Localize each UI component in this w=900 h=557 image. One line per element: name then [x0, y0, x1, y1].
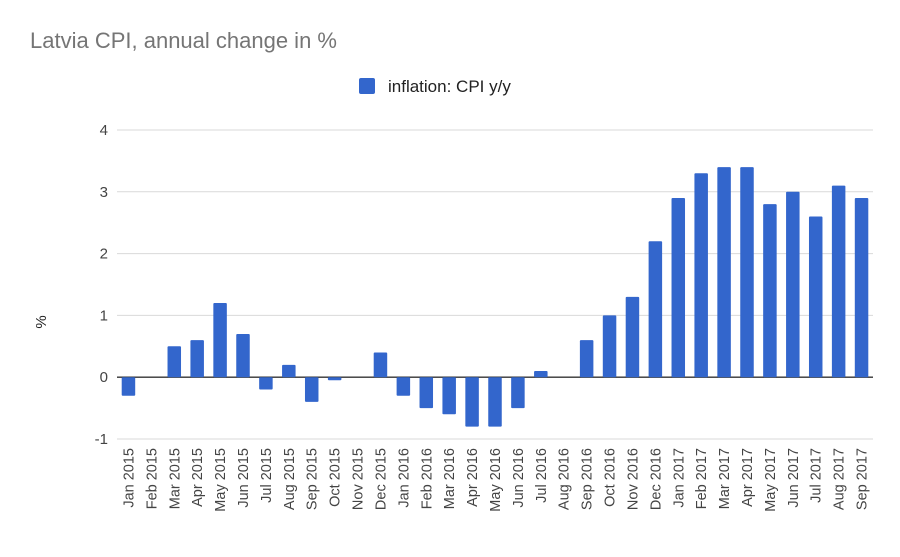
bar-may-2016[interactable] [488, 377, 502, 427]
x-tick-label: Apr 2015 [190, 448, 206, 507]
x-tick-label: Jul 2016 [534, 448, 550, 503]
y-tick-label: 0 [100, 369, 108, 386]
x-tick-label: Mar 2017 [717, 448, 733, 509]
y-tick-label: -1 [95, 431, 108, 448]
x-tick-label: Dec 2015 [373, 448, 389, 510]
legend-swatch [359, 78, 375, 94]
bar-may-2015[interactable] [213, 303, 227, 378]
x-tick-label: Mar 2016 [442, 448, 458, 509]
bar-may-2017[interactable] [763, 204, 777, 378]
bar-sep-2017[interactable] [854, 197, 869, 378]
bar-feb-2016[interactable] [419, 377, 434, 409]
x-tick-label: Jul 2017 [809, 448, 825, 503]
bar-oct-2016[interactable] [602, 315, 617, 378]
x-tick-label: Sep 2016 [580, 448, 596, 510]
x-tick-label: Jan 2016 [396, 448, 412, 508]
bar-jun-2016[interactable] [511, 377, 525, 409]
x-tick-label: Nov 2015 [351, 448, 367, 510]
x-tick-label: Feb 2015 [144, 448, 160, 509]
x-tick-label: Mar 2015 [167, 448, 183, 509]
bar-apr-2016[interactable] [465, 377, 479, 427]
bar-jul-2017[interactable] [808, 216, 823, 378]
legend[interactable]: inflation: CPI y/y [359, 77, 511, 96]
chart-title: Latvia CPI, annual change in % [30, 28, 337, 53]
x-tick-label: Feb 2016 [419, 448, 435, 509]
x-tick-label: Feb 2017 [694, 448, 710, 509]
x-tick-label: Jan 2017 [671, 448, 687, 508]
x-tick-label: Sep 2015 [305, 448, 321, 510]
x-tick-label: Oct 2016 [603, 448, 619, 507]
x-tick-label: Apr 2016 [465, 448, 481, 507]
bar-jan-2015[interactable] [121, 377, 136, 396]
x-tick-label: May 2016 [488, 448, 504, 512]
bar-aug-2017[interactable] [831, 185, 846, 378]
bar-dec-2016[interactable] [648, 241, 663, 378]
y-tick-label: 1 [100, 307, 108, 324]
bar-feb-2017[interactable] [694, 173, 708, 378]
bar-jan-2016[interactable] [396, 377, 411, 396]
bar-mar-2017[interactable] [717, 167, 731, 378]
bar-mar-2015[interactable] [167, 346, 182, 378]
x-axis-ticks: Jan 2015 Feb 2015 Mar 2015 Apr 2015 May 2015… [121, 448, 870, 512]
bar-jun-2017[interactable] [786, 191, 800, 378]
x-tick-label: May 2017 [763, 448, 779, 512]
bar-nov-2016[interactable] [625, 296, 640, 378]
bar-apr-2017[interactable] [740, 167, 754, 378]
bar-jul-2015[interactable] [259, 377, 273, 390]
bar-mar-2016[interactable] [442, 377, 456, 415]
x-tick-label: Jul 2015 [259, 448, 275, 503]
bar-jul-2016[interactable] [534, 371, 548, 378]
x-tick-label: May 2015 [213, 448, 229, 512]
x-tick-label: Dec 2016 [648, 448, 664, 510]
x-tick-label: Oct 2015 [328, 448, 344, 507]
x-tick-label: Sep 2017 [855, 448, 871, 510]
x-tick-label: Aug 2017 [832, 448, 848, 510]
x-tick-label: Aug 2016 [557, 448, 573, 510]
bar-dec-2015[interactable] [373, 352, 388, 378]
bar-aug-2015[interactable] [282, 364, 296, 378]
bar-apr-2015[interactable] [190, 340, 204, 378]
x-tick-label: Apr 2017 [740, 448, 756, 507]
y-axis-ticks: -1 0 1 2 3 4 [95, 122, 108, 448]
x-tick-label: Jun 2017 [786, 448, 802, 508]
y-axis-title: % [33, 315, 50, 328]
bar-jan-2017[interactable] [671, 197, 686, 378]
y-tick-label: 2 [100, 246, 108, 263]
bar-jun-2015[interactable] [236, 333, 250, 378]
x-tick-label: Jun 2015 [236, 448, 252, 508]
bar-oct-2015[interactable] [327, 377, 342, 381]
y-tick-label: 3 [100, 184, 108, 201]
x-tick-label: Jun 2016 [511, 448, 527, 508]
bars [121, 167, 869, 427]
legend-label: inflation: CPI y/y [388, 77, 511, 96]
x-tick-label: Nov 2016 [625, 448, 641, 510]
x-tick-label: Aug 2015 [282, 448, 298, 510]
bar-sep-2016[interactable] [579, 340, 594, 378]
bar-sep-2015[interactable] [304, 377, 319, 402]
x-tick-label: Jan 2015 [121, 448, 137, 508]
y-tick-label: 4 [100, 122, 108, 139]
